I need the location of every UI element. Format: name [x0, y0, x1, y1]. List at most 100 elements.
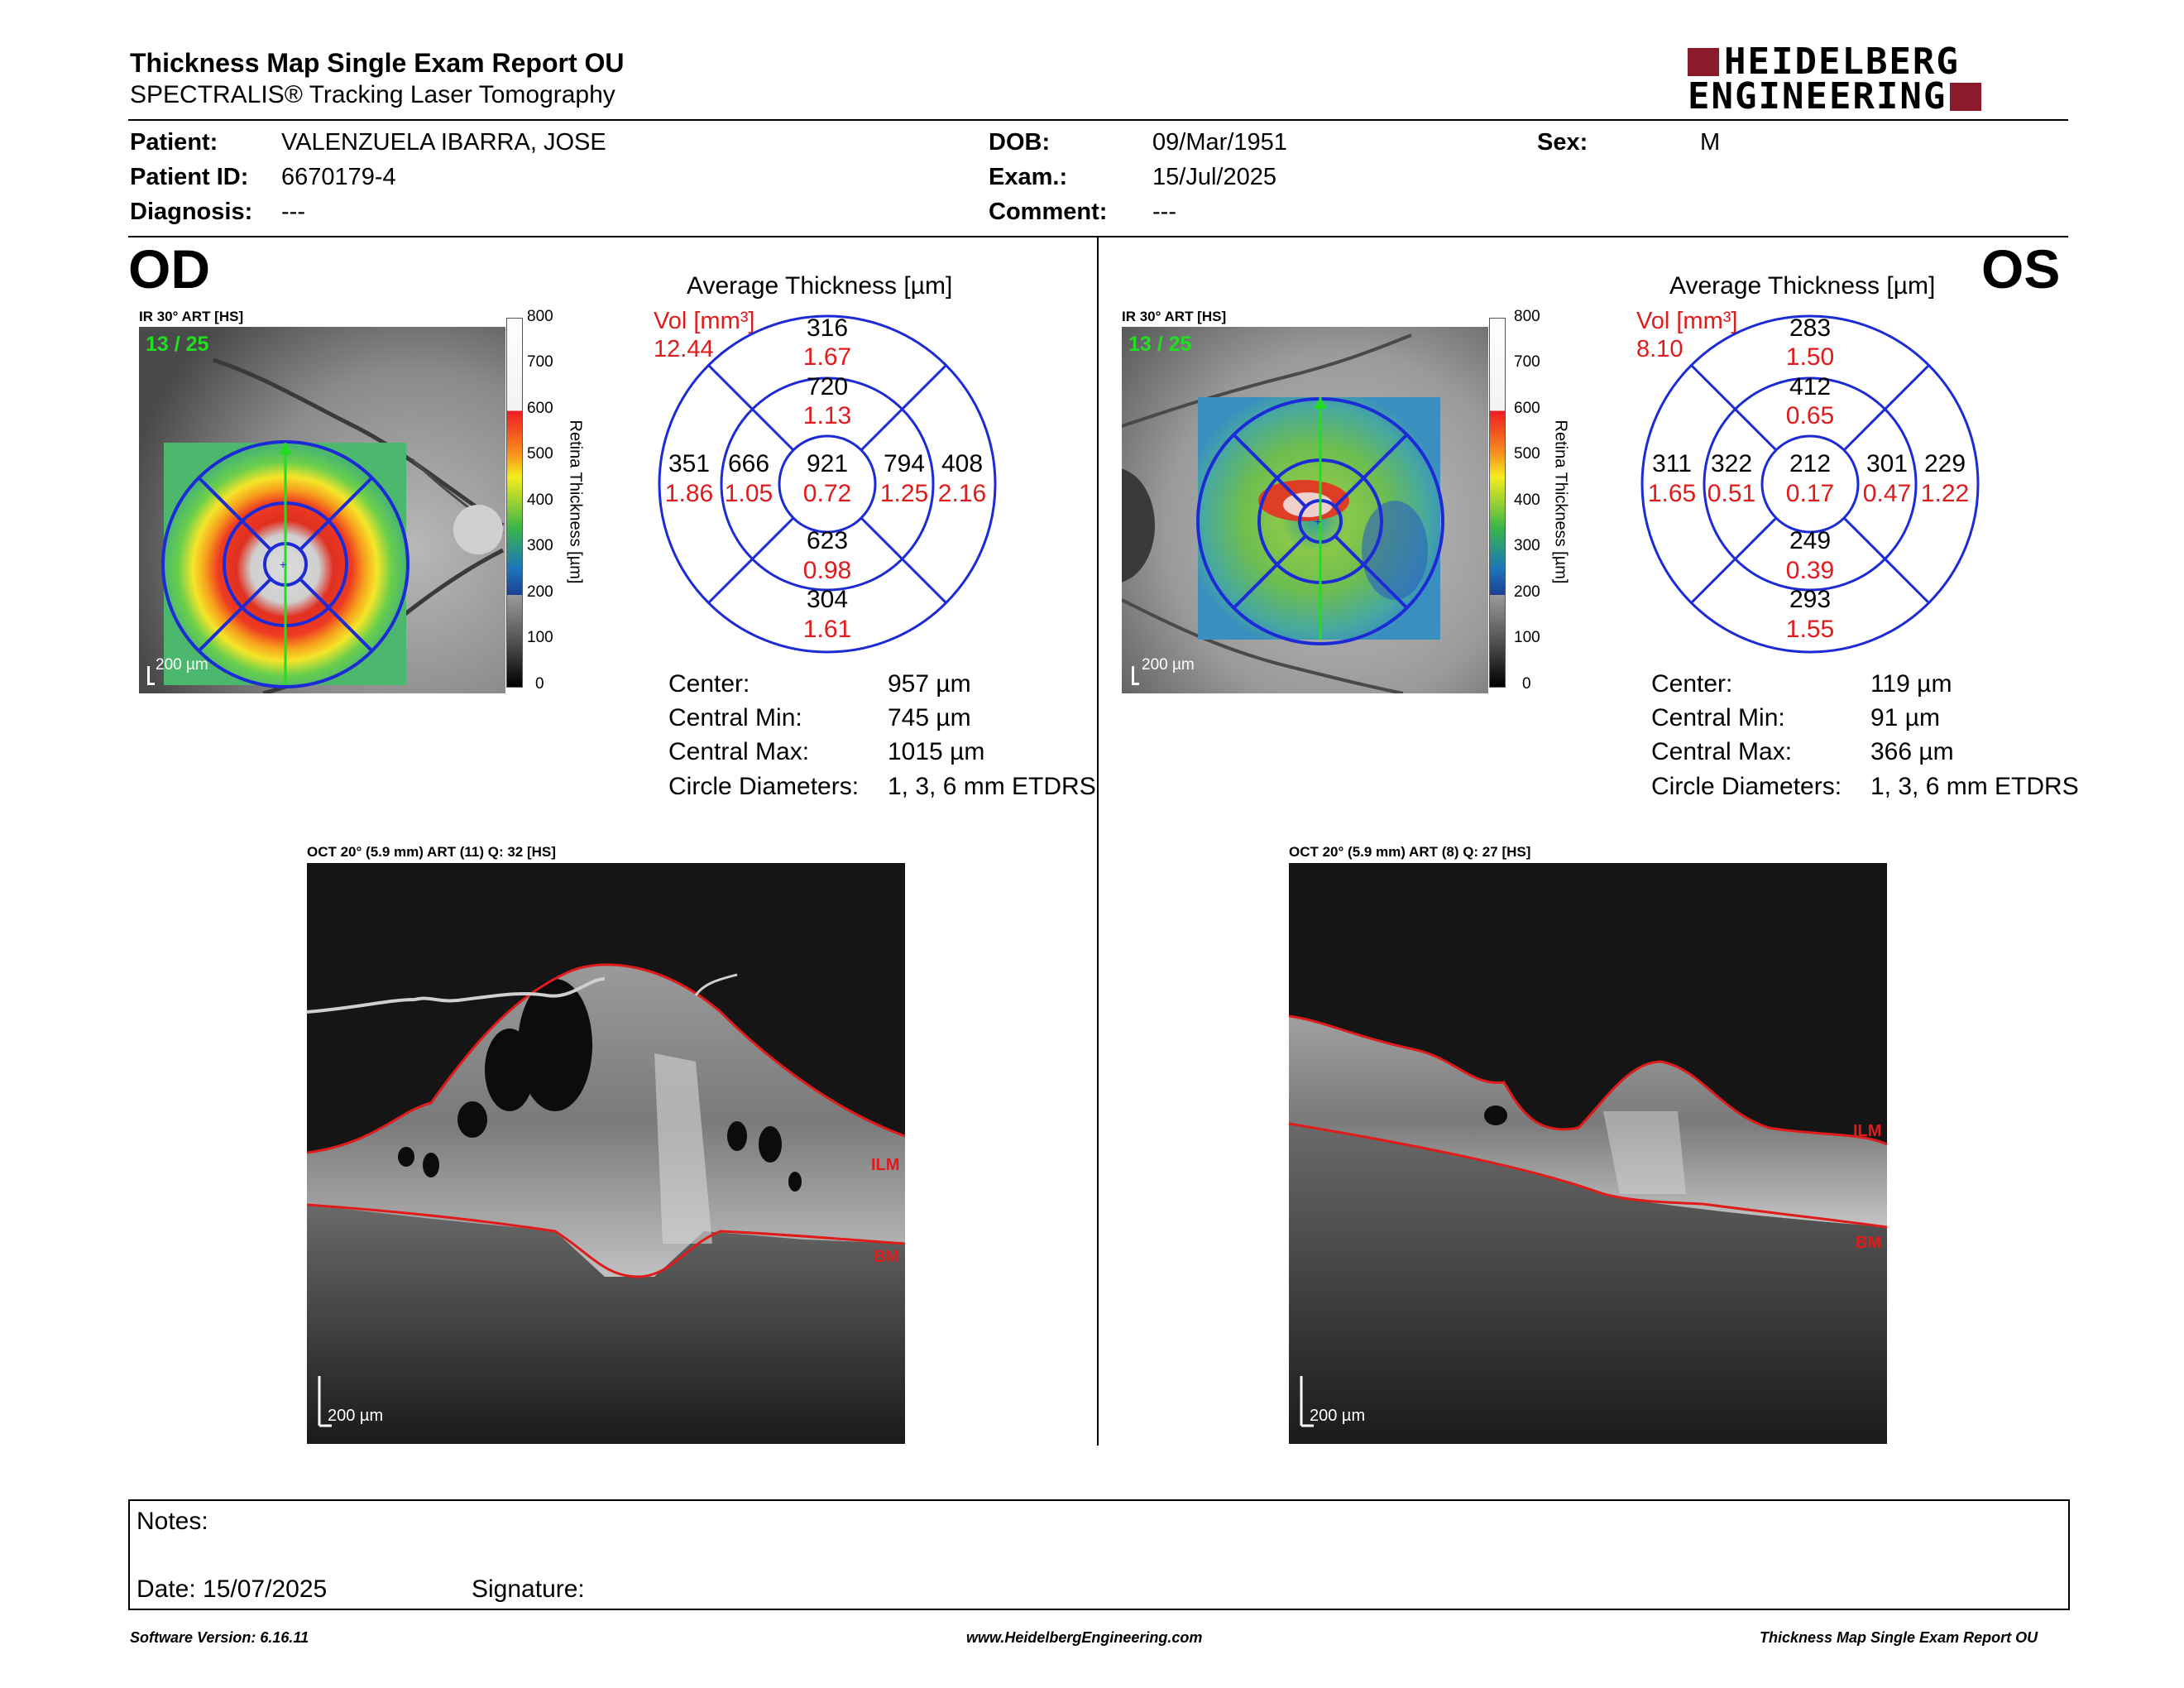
od-fundus-scalebar: 200 µm [156, 656, 208, 674]
od-oct-bscan [306, 863, 906, 1444]
os-temporal-inner-volume: 0.51 [1707, 480, 1756, 507]
od-center-volume: 0.72 [802, 480, 852, 507]
colorbar-tick: 400 [527, 492, 553, 509]
patient-id-label: Patient ID: [130, 164, 249, 190]
os-center-label: Center: [1651, 670, 1733, 698]
os-oct-scalebar: 200 µm [1310, 1407, 1366, 1425]
os-oct-bscan [1288, 863, 1888, 1444]
header-divider [128, 119, 2068, 121]
od-colorbar-label: Retina Thickness [µm] [566, 420, 585, 584]
os-scalebar-icon [1132, 666, 1139, 685]
os-ilm-label: ILM [1853, 1122, 1882, 1140]
eye-separator [1097, 237, 1099, 1446]
colorbar-tick: 700 [527, 353, 553, 371]
footer-report-name: Thickness Map Single Exam Report OU [1760, 1629, 2038, 1646]
logo-square-icon [1950, 83, 1982, 111]
software-version: Software Version: 6.16.11 [130, 1629, 309, 1646]
colorbar-tick: 200 [1514, 583, 1540, 601]
os-bm-label: BM [1856, 1234, 1882, 1252]
dob-label: DOB: [989, 129, 1051, 156]
od-vol-value: 12.44 [654, 336, 714, 362]
os-temporal-outer-thickness: 311 [1652, 450, 1692, 477]
heidelberg-logo: HEIDELBERG ENGINEERING [1688, 44, 2068, 115]
os-inferior-outer-volume: 1.55 [1785, 616, 1835, 643]
signature-label: Signature: [472, 1575, 585, 1603]
colorbar-tick: 800 [1514, 308, 1540, 325]
os-inferior-inner-volume: 0.39 [1785, 557, 1835, 584]
od-oct-scalebar: 200 µm [328, 1407, 384, 1425]
notes-box[interactable]: Notes: Date: 15/07/2025 Signature: [128, 1499, 2070, 1610]
od-nasal-outer-thickness: 408 [941, 450, 984, 477]
colorbar-tick: 100 [527, 629, 553, 646]
notes-label: Notes: [136, 1508, 208, 1535]
eye-label-os: OS [1981, 238, 2061, 300]
od-oct-title: OCT 20° (5.9 mm) ART (11) Q: 32 [HS] [307, 844, 556, 860]
diagnosis-value: --- [281, 199, 305, 225]
os-min-label: Central Min: [1651, 704, 1785, 731]
od-max-value: 1015 µm [888, 738, 985, 765]
colorbar-tick: 500 [527, 445, 553, 463]
svg-text:+: + [1315, 515, 1321, 528]
colorbar-tick: 600 [1514, 400, 1540, 417]
os-max-value: 366 µm [1870, 738, 1954, 765]
os-superior-outer-thickness: 283 [1789, 314, 1832, 342]
patient-name: VALENZUELA IBARRA, JOSE [281, 129, 606, 156]
os-fundus-scalebar: 200 µm [1142, 656, 1195, 674]
od-temporal-outer-volume: 1.86 [664, 480, 714, 507]
eye-label-od: OD [128, 238, 210, 300]
os-oct-title: OCT 20° (5.9 mm) ART (8) Q: 27 [HS] [1289, 844, 1531, 860]
od-inferior-outer-volume: 1.61 [802, 616, 852, 643]
colorbar-tick: 200 [527, 583, 553, 601]
exam-label: Exam.: [989, 164, 1068, 190]
sex-value: M [1700, 129, 1721, 156]
os-fundus-title: IR 30° ART [HS] [1122, 309, 1227, 324]
os-superior-inner-volume: 0.65 [1785, 402, 1835, 429]
os-fundus-image: + [1072, 327, 1488, 695]
od-nasal-inner-volume: 1.25 [879, 480, 929, 507]
patient-id: 6670179-4 [281, 164, 396, 190]
od-max-label: Central Max: [668, 738, 810, 765]
colorbar-tick: 0 [1522, 675, 1531, 693]
colorbar-tick: 300 [527, 537, 553, 554]
os-max-label: Central Max: [1651, 738, 1793, 765]
patient-divider [128, 236, 2068, 237]
colorbar-tick: 400 [1514, 492, 1540, 509]
od-superior-inner-thickness: 720 [806, 373, 849, 400]
svg-text:+: + [280, 558, 286, 571]
os-superior-inner-thickness: 412 [1789, 373, 1832, 400]
colorbar-tick: 0 [535, 675, 544, 693]
od-fundus-image: + [139, 327, 505, 696]
od-superior-outer-thickness: 316 [806, 314, 849, 342]
os-nasal-outer-volume: 1.22 [1920, 480, 1970, 507]
od-avg-title: Average Thickness [µm] [687, 272, 953, 300]
od-etdrs-grid [658, 314, 997, 654]
od-colorbar [506, 318, 523, 688]
colorbar-tick: 600 [527, 400, 553, 417]
od-colorbar-ticks: 800 700 600 500 400 300 200 100 0 [527, 308, 568, 701]
os-center-thickness: 212 [1789, 450, 1832, 477]
colorbar-tick: 300 [1514, 537, 1540, 554]
report-subtitle: SPECTRALIS® Tracking Laser Tomography [130, 81, 615, 108]
dob-value: 09/Mar/1951 [1152, 129, 1287, 156]
colorbar-tick: 500 [1514, 445, 1540, 463]
od-center-label: Center: [668, 670, 750, 698]
colorbar-tick: 800 [527, 308, 553, 325]
od-superior-inner-volume: 1.13 [802, 402, 852, 429]
colorbar-tick: 100 [1514, 629, 1540, 646]
od-temporal-inner-thickness: 666 [727, 450, 770, 477]
os-nasal-outer-thickness: 229 [1923, 450, 1966, 477]
od-scalebar-icon [147, 666, 155, 685]
od-fundus-title: IR 30° ART [HS] [139, 309, 244, 324]
os-diam-value: 1, 3, 6 mm ETDRS [1870, 773, 2079, 800]
comment-value: --- [1152, 199, 1176, 225]
patient-label: Patient: [130, 129, 218, 156]
website-link[interactable]: www.HeidelbergEngineering.com [966, 1629, 1203, 1646]
os-avg-title: Average Thickness [µm] [1669, 272, 1936, 300]
od-diam-value: 1, 3, 6 mm ETDRS [888, 773, 1096, 800]
logo-square-icon [1688, 48, 1719, 76]
os-vol-label: Vol [mm³] [1636, 308, 1738, 334]
os-colorbar-ticks: 800 700 600 500 400 300 200 100 0 [1514, 308, 1555, 701]
od-vol-label: Vol [mm³] [654, 308, 755, 334]
od-nasal-outer-volume: 2.16 [937, 480, 987, 507]
comment-label: Comment: [989, 199, 1108, 225]
